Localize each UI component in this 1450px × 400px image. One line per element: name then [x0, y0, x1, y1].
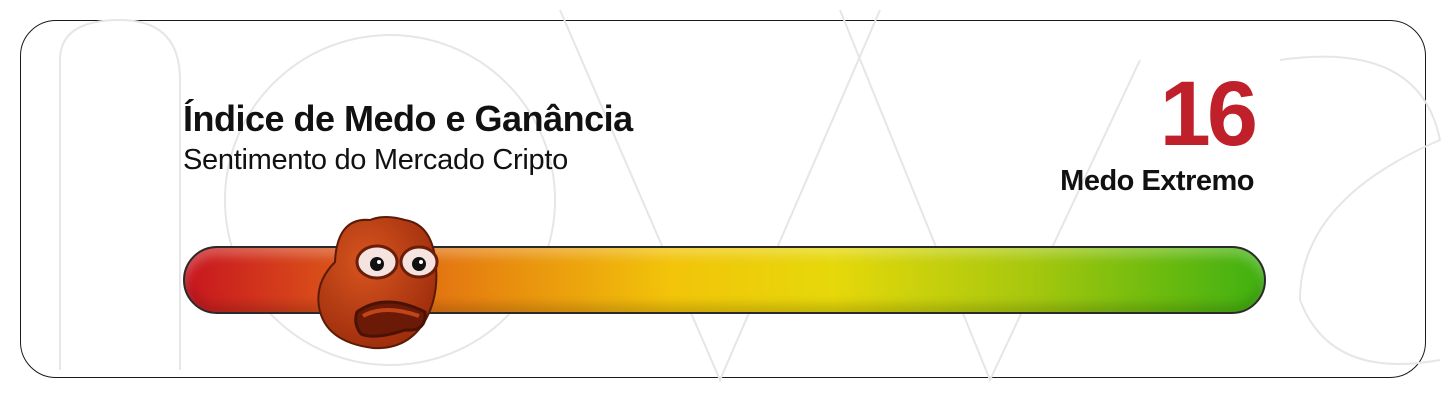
- page-subtitle: Sentimento do Mercado Cripto: [183, 144, 568, 176]
- index-label: Medo Extremo: [1060, 165, 1254, 197]
- index-value: 16: [1159, 63, 1258, 165]
- page-title: Índice de Medo e Ganância: [183, 98, 633, 139]
- scared-frog-icon: [317, 216, 439, 350]
